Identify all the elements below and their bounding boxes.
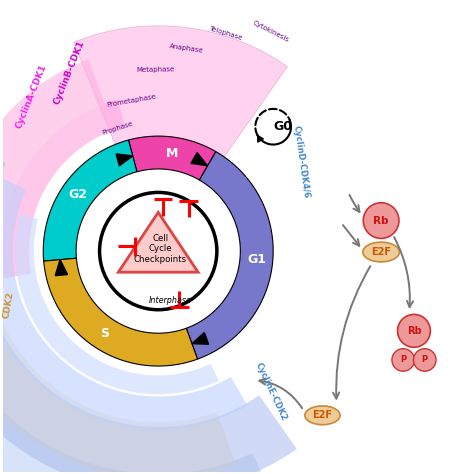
Circle shape: [398, 314, 430, 347]
Text: S: S: [100, 327, 109, 340]
Polygon shape: [0, 159, 272, 474]
Circle shape: [413, 349, 436, 371]
Text: Telophase: Telophase: [208, 25, 242, 41]
Text: G1: G1: [247, 253, 266, 266]
Text: Metaphase: Metaphase: [136, 66, 174, 73]
Text: Rb: Rb: [407, 326, 421, 336]
Ellipse shape: [305, 406, 340, 425]
Text: Rb: Rb: [374, 216, 389, 226]
Polygon shape: [1, 99, 125, 278]
Text: Cytokinesis: Cytokinesis: [251, 19, 290, 43]
Polygon shape: [0, 130, 297, 474]
Text: G2: G2: [68, 188, 87, 201]
Text: Cell
Cycle
Checkpoints: Cell Cycle Checkpoints: [134, 234, 187, 264]
Polygon shape: [0, 173, 236, 474]
Text: Anaphase: Anaphase: [169, 43, 204, 54]
Text: CyclinD-CDK4/6: CyclinD-CDK4/6: [292, 125, 311, 199]
Circle shape: [100, 192, 217, 310]
Polygon shape: [191, 153, 208, 166]
Polygon shape: [0, 176, 247, 429]
Polygon shape: [116, 154, 133, 166]
Polygon shape: [0, 59, 104, 269]
Polygon shape: [118, 212, 198, 272]
Text: CyclinB-CDK1: CyclinB-CDK1: [52, 39, 86, 106]
Circle shape: [363, 203, 399, 238]
Text: CyclinE-CDK2: CyclinE-CDK2: [254, 361, 288, 422]
Text: M: M: [166, 147, 178, 160]
Polygon shape: [186, 152, 273, 359]
Polygon shape: [44, 258, 198, 366]
Polygon shape: [258, 136, 264, 142]
Text: CDK2: CDK2: [1, 291, 15, 319]
Polygon shape: [128, 136, 216, 180]
Polygon shape: [74, 26, 287, 157]
Text: CyclinA-CDK1: CyclinA-CDK1: [15, 63, 48, 130]
Polygon shape: [15, 214, 219, 394]
Text: Prometaphase: Prometaphase: [107, 93, 157, 108]
Text: Interphase: Interphase: [148, 296, 191, 305]
Text: E2F: E2F: [312, 410, 332, 420]
Text: E2F: E2F: [371, 247, 391, 257]
Polygon shape: [192, 333, 209, 344]
Ellipse shape: [363, 242, 400, 262]
Polygon shape: [55, 260, 68, 276]
Text: G0: G0: [273, 120, 292, 133]
Circle shape: [392, 349, 414, 371]
Text: P: P: [400, 356, 406, 365]
Text: Prophase: Prophase: [102, 120, 134, 136]
Polygon shape: [43, 140, 137, 261]
Text: P: P: [422, 356, 428, 365]
